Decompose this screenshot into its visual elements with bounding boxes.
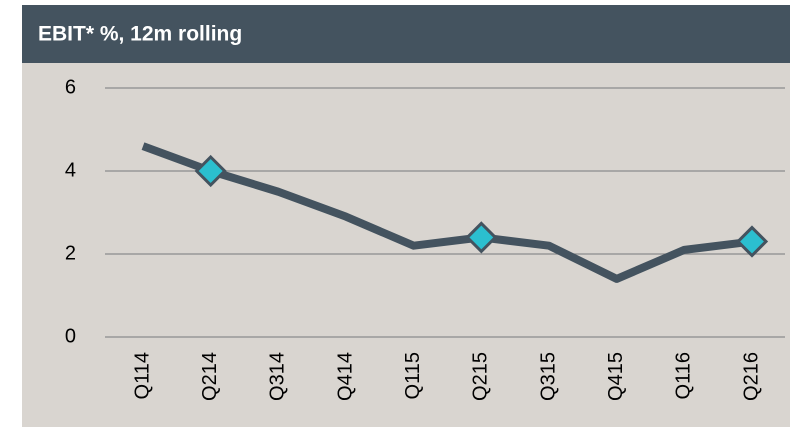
x-tick-label: Q415 [605,352,627,401]
x-tick-label: Q216 [740,352,762,401]
x-tick-label: Q214 [199,352,221,401]
x-tick-label: Q315 [537,352,559,401]
y-tick-label: 0 [65,325,76,347]
y-tick-label: 2 [65,242,76,264]
x-tick-label: Q114 [131,352,153,399]
chart-title: EBIT* %, 12m rolling [38,23,242,46]
title-bar [22,5,790,63]
x-tick-label: Q314 [267,352,289,401]
data-line [141,142,753,283]
marker [465,221,498,254]
x-tick-label: Q215 [470,352,492,401]
x-tick-label: Q414 [334,352,356,401]
y-tick-label: 4 [65,159,76,181]
y-tick-label: 6 [65,76,76,98]
x-tick-label: Q116 [673,352,695,399]
marker [194,154,227,188]
marker [735,225,769,258]
x-tick-label: Q115 [402,352,424,399]
panel [22,5,790,427]
